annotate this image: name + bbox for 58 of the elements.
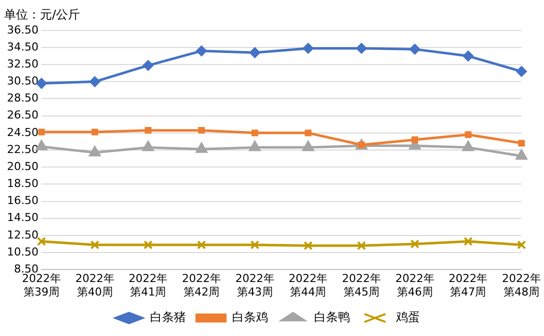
point — [516, 66, 528, 77]
x-tick-label: 2022年第39周 — [22, 272, 61, 298]
point — [304, 130, 312, 136]
point — [516, 240, 526, 250]
x-tick-label: 2022年第41周 — [128, 272, 168, 298]
x-tick-label: 2022年第45周 — [342, 272, 381, 298]
legend-label: 白条鸡 — [232, 310, 268, 324]
point — [304, 241, 313, 250]
point — [144, 127, 152, 134]
point — [91, 128, 98, 136]
y-tick-label: 20.50 — [6, 160, 38, 173]
point — [89, 76, 100, 88]
y-tick-label: 24.50 — [6, 126, 38, 139]
point — [36, 236, 46, 246]
y-tick-label: 16.50 — [6, 194, 38, 208]
y-tick-label: 34.50 — [6, 40, 38, 54]
y-tick-label: 12.50 — [6, 228, 38, 242]
x-tick-label: 2022年第42周 — [182, 272, 221, 298]
x-tick-label: 2022年第48周 — [502, 272, 542, 298]
legend-label: 白条猪 — [150, 310, 186, 324]
point — [90, 240, 100, 250]
point — [409, 44, 420, 55]
point — [196, 240, 206, 250]
point — [356, 241, 366, 250]
point — [198, 127, 205, 134]
point — [356, 42, 367, 54]
chart-title: 单位：元/公斤 — [4, 7, 80, 22]
point — [302, 42, 314, 54]
y-tick-label: 36.50 — [6, 23, 38, 36]
legend-label: 白条鸭 — [314, 310, 350, 324]
point — [142, 60, 154, 71]
point — [464, 236, 473, 246]
y-tick-label: 22.50 — [6, 142, 38, 156]
point — [88, 146, 101, 156]
y-tick-label: 30.50 — [6, 74, 38, 88]
y-tick-label: 10.50 — [6, 245, 38, 258]
x-tick-label: 2022年第44周 — [288, 272, 328, 298]
point — [144, 240, 153, 250]
y-tick-label: 18.50 — [6, 177, 38, 190]
point — [410, 239, 420, 249]
y-tick-label: 26.50 — [6, 108, 38, 122]
point — [38, 128, 45, 136]
x-tick-label: 2022年第40周 — [75, 272, 114, 298]
x-tick-label: 2022年第47周 — [448, 272, 488, 298]
point — [196, 45, 207, 56]
point — [518, 140, 525, 146]
point — [462, 50, 474, 62]
point — [464, 131, 472, 138]
legend-label: 鸡蛋 — [395, 310, 420, 324]
point — [250, 240, 260, 250]
y-tick-label: 32.50 — [6, 57, 38, 70]
point — [249, 47, 260, 58]
y-tick-label: 28.50 — [6, 92, 38, 105]
x-tick-label: 2022年第46周 — [395, 272, 434, 298]
point — [252, 130, 258, 136]
x-tick-label: 2022年第43周 — [235, 272, 274, 298]
point — [412, 136, 418, 144]
y-tick-label: 14.50 — [6, 211, 38, 224]
